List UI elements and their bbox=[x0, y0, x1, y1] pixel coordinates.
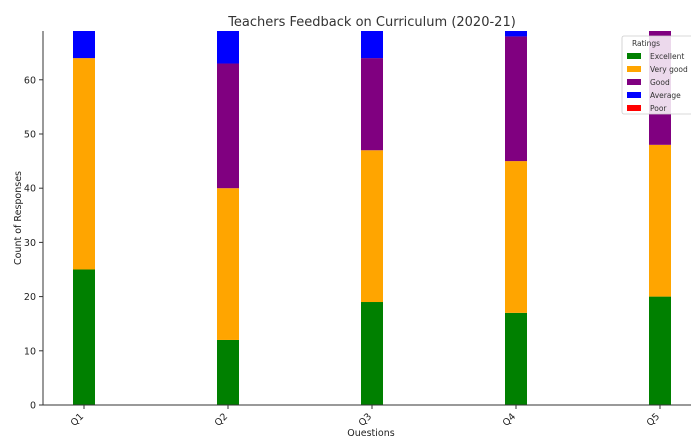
legend-swatch bbox=[627, 53, 641, 59]
x-tick-label: Q2 bbox=[213, 411, 230, 428]
legend-label: Excellent bbox=[650, 52, 684, 61]
bar-q4-very-good bbox=[505, 161, 527, 313]
y-axis-ticks: 0 10 20 30 40 50 60 bbox=[24, 75, 43, 412]
bar-q1-average bbox=[73, 31, 95, 59]
x-axis-ticks: Q1 Q2 Q3 Q4 Q5 bbox=[69, 405, 662, 429]
legend-label: Poor bbox=[650, 104, 667, 113]
legend-swatch bbox=[627, 66, 641, 72]
bar-q3-good bbox=[361, 58, 383, 151]
bar-q2-average bbox=[217, 31, 239, 64]
bar-q1-very-good bbox=[73, 58, 95, 270]
bar-q5-very-good bbox=[649, 144, 671, 297]
bar-q3-excellent bbox=[361, 302, 383, 405]
y-tick-label: 30 bbox=[24, 238, 36, 249]
x-tick-label: Q1 bbox=[69, 411, 86, 428]
chart-title: Teachers Feedback on Curriculum (2020-21… bbox=[227, 15, 516, 30]
legend-label: Good bbox=[650, 78, 670, 87]
bar-q5-average bbox=[649, 31, 671, 32]
bar-q2-excellent bbox=[217, 339, 239, 405]
bar-q4-excellent bbox=[505, 312, 527, 405]
bar-q5-excellent bbox=[649, 296, 671, 405]
y-tick-label: 60 bbox=[24, 75, 36, 86]
y-tick-label: 50 bbox=[24, 129, 36, 140]
legend-swatch bbox=[627, 105, 641, 111]
plot-area bbox=[73, 31, 671, 405]
bar-q2-very-good bbox=[217, 188, 239, 340]
legend-swatch bbox=[627, 92, 641, 98]
x-tick-label: Q4 bbox=[501, 411, 518, 428]
y-tick-label: 10 bbox=[24, 346, 36, 357]
y-tick-label: 20 bbox=[24, 292, 36, 303]
y-tick-label: 40 bbox=[24, 184, 36, 195]
bar-q2-good bbox=[217, 63, 239, 189]
legend-label: Very good bbox=[650, 65, 688, 74]
bar-q3-average bbox=[361, 31, 383, 59]
bar-q1-excellent bbox=[73, 269, 95, 405]
legend: Ratings Excellent Very good Good Average Poo… bbox=[621, 35, 691, 115]
legend-items: Excellent Very good Good Average Poor bbox=[627, 52, 688, 113]
bar-q4-average bbox=[505, 31, 527, 37]
x-tick-label: Q3 bbox=[357, 411, 374, 428]
y-axis-label: Count of Responses bbox=[13, 171, 24, 265]
x-axis-label: Questions bbox=[347, 428, 394, 436]
y-tick-label: 0 bbox=[30, 401, 36, 412]
legend-swatch bbox=[627, 79, 641, 85]
x-tick-label: Q5 bbox=[645, 411, 662, 428]
legend-label: Average bbox=[650, 91, 681, 100]
bar-q4-good bbox=[505, 36, 527, 162]
bar-q3-very-good bbox=[361, 150, 383, 303]
legend-title: Ratings bbox=[632, 39, 660, 48]
